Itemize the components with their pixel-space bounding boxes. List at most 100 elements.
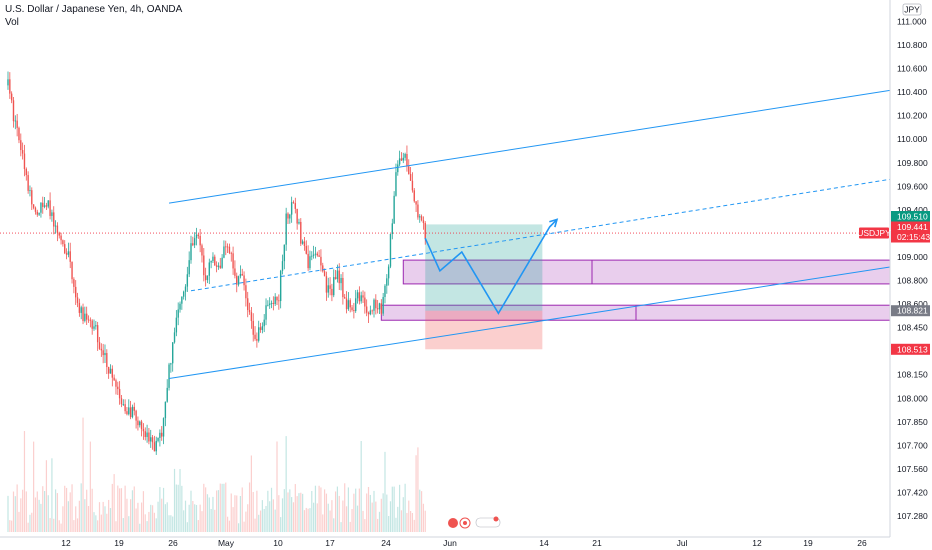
volume-bar <box>356 505 359 532</box>
volume-bar <box>402 497 404 532</box>
candle-body <box>45 205 48 207</box>
date-tick: 12 <box>752 538 762 548</box>
volume-bar <box>417 447 419 532</box>
volume-bar <box>210 508 212 532</box>
volume-bar <box>137 502 139 532</box>
volume-bar <box>247 504 249 532</box>
volume-bar <box>9 520 11 532</box>
candle-body <box>151 437 154 443</box>
volume-bar <box>117 485 119 532</box>
candle-body <box>331 288 333 296</box>
candle-body <box>117 386 119 390</box>
volume-bar <box>369 494 371 532</box>
volume-bar <box>192 500 194 532</box>
candle-body <box>276 296 278 301</box>
volume-bar <box>292 502 295 532</box>
price-tick: 107.280 <box>897 511 928 521</box>
volume-bar <box>323 489 326 532</box>
candle-body <box>89 319 92 321</box>
candle-body <box>294 203 297 209</box>
volume-bar <box>113 474 115 532</box>
candle-body <box>85 313 88 320</box>
candle-body <box>349 300 351 308</box>
price-tick: 107.850 <box>897 417 928 427</box>
volume-bar <box>371 502 373 532</box>
candle-body <box>239 273 242 277</box>
candle-body <box>140 421 143 430</box>
candle-body <box>192 243 194 246</box>
candle-body <box>318 255 320 257</box>
volume-bar <box>54 489 57 532</box>
price-tick: 108.600 <box>897 299 928 309</box>
volume-bar <box>62 506 64 532</box>
volume-bar <box>397 506 399 532</box>
volume-bar <box>194 504 196 532</box>
volume-bar <box>168 515 170 532</box>
volume-bar <box>270 487 273 532</box>
candle-body <box>25 169 27 176</box>
candle-body <box>14 120 17 122</box>
candle-body <box>142 429 145 432</box>
volume-bar <box>291 497 293 532</box>
candle-body <box>120 398 123 405</box>
volume-bar <box>228 520 231 532</box>
candle-body <box>128 407 130 415</box>
volume-bar <box>382 493 384 532</box>
channel-midline <box>190 178 891 292</box>
volume-bar <box>7 495 9 532</box>
candle-body <box>411 180 414 191</box>
volume-bar <box>161 498 163 532</box>
volume-bar <box>157 501 159 532</box>
candle-body <box>415 201 417 205</box>
volume-bar <box>269 501 271 532</box>
volume-bar <box>199 504 201 532</box>
volume-bar <box>287 492 289 532</box>
volume-bar <box>11 520 13 532</box>
volume-bar <box>91 488 93 532</box>
jp-flag-dot-icon <box>463 521 467 525</box>
volume-bar <box>384 451 386 532</box>
candle-body <box>303 241 306 247</box>
volume-bar <box>179 469 181 532</box>
volume-bar <box>400 510 403 532</box>
candle-body <box>360 295 362 302</box>
volume-bar <box>366 493 368 532</box>
volume-bar <box>318 485 320 532</box>
volume-bar <box>353 493 355 532</box>
volume-bar <box>183 510 185 532</box>
volume-bar <box>386 494 388 532</box>
volume-bar <box>309 508 311 532</box>
candle-body <box>378 303 381 310</box>
candle-body <box>100 348 103 351</box>
volume-bar <box>351 509 353 532</box>
volume-bar <box>283 489 285 532</box>
candle-body <box>329 285 331 289</box>
volume-bar <box>65 487 68 532</box>
volume-bar <box>173 468 176 532</box>
volume-bar <box>153 512 155 532</box>
candle-body <box>373 299 375 311</box>
symbol-tag-text: USDJPY <box>857 228 891 238</box>
volume-bar <box>133 486 135 532</box>
candle-body <box>133 406 135 411</box>
candle-body <box>62 240 64 245</box>
date-tick: 26 <box>168 538 178 548</box>
volume-bar <box>245 511 247 532</box>
candle-body <box>243 275 245 286</box>
currency-label: JPY <box>904 5 920 15</box>
drawings-back <box>0 224 891 350</box>
candle-body <box>265 305 267 320</box>
candle-body <box>162 418 165 437</box>
candle-body <box>137 420 139 426</box>
volume-bar <box>230 493 232 532</box>
candle-body <box>289 214 291 219</box>
volume-bar <box>399 484 401 532</box>
volume-bar <box>232 507 234 532</box>
candle-body <box>177 309 179 318</box>
candle-body <box>301 241 304 244</box>
volume-bar <box>404 483 406 532</box>
date-tick: 21 <box>592 538 602 548</box>
volume-bar <box>314 485 317 532</box>
candle-body <box>312 254 315 256</box>
